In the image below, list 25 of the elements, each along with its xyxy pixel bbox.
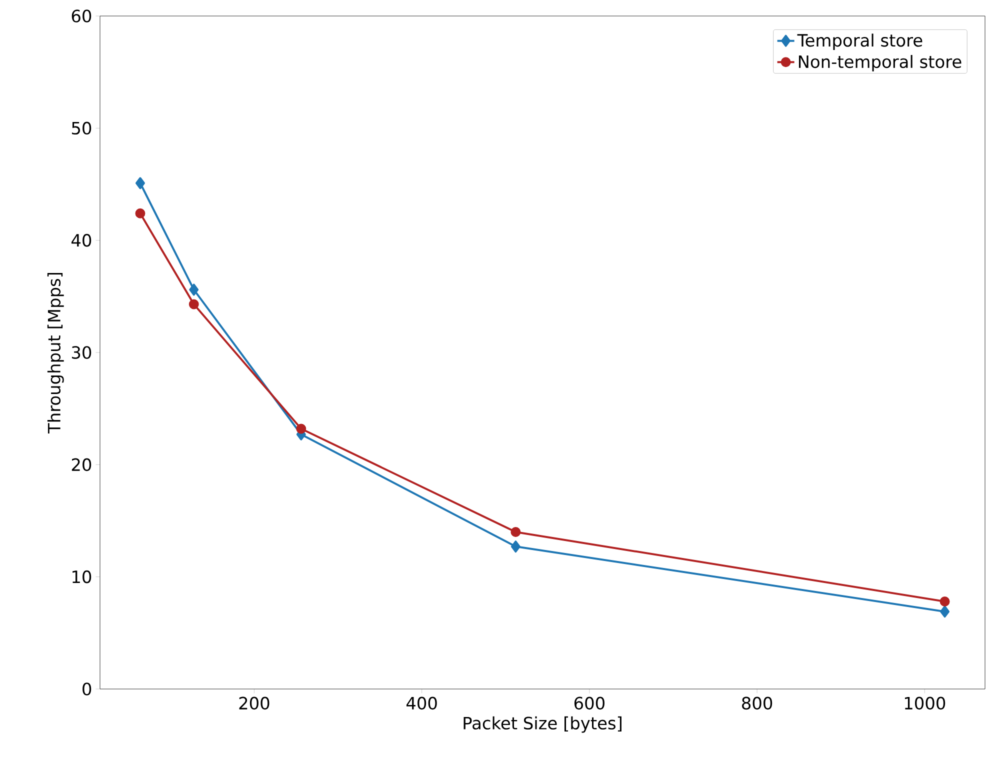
point	[510, 540, 520, 553]
y-tick-label: 20	[72, 458, 92, 472]
point	[135, 208, 146, 218]
y-tick-label: 10	[72, 570, 92, 584]
y-tick-label: 50	[72, 122, 92, 135]
legend-label: Non-temporal store	[798, 54, 962, 72]
point	[189, 284, 199, 296]
x-tick-label: 400	[406, 696, 437, 710]
y-tick-label: 30	[72, 346, 92, 359]
x-axis-title: Packet Size [bytes]	[464, 716, 622, 733]
point	[940, 606, 950, 618]
x-tick-label: 600	[574, 696, 604, 710]
point	[940, 596, 950, 606]
x-tick-label: 800	[742, 696, 772, 710]
y-tick-label: 0	[82, 682, 92, 696]
x-tick-label: 1000	[904, 696, 946, 710]
y-tick-label: 40	[72, 234, 92, 247]
point	[188, 299, 199, 310]
legend-label: Temporal store	[797, 34, 922, 50]
point	[135, 177, 145, 190]
y-tick-label: 60	[72, 10, 92, 22]
point	[296, 424, 306, 434]
point	[510, 526, 521, 537]
x-tick-label: 200	[239, 696, 270, 710]
y-axis-title: Throughput [Mpps]	[47, 272, 64, 434]
